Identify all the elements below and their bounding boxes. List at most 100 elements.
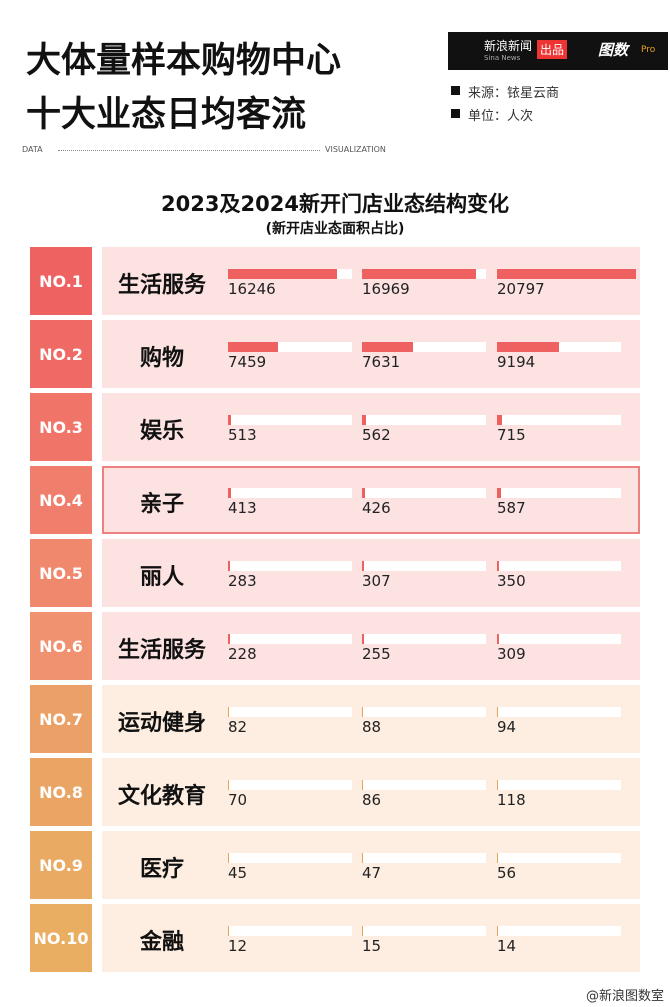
value-label: 426: [362, 499, 391, 517]
source: 来源：铱星云商: [468, 86, 560, 101]
value-label: 16246: [228, 280, 276, 298]
value-label: 16969: [362, 280, 410, 298]
rank-box: NO.7: [30, 685, 92, 753]
value-label: 88: [362, 718, 382, 736]
brand: 新浪新闻: [484, 39, 533, 53]
logo: 图数: [598, 41, 629, 59]
title-line: 十大业态日均客流: [26, 95, 307, 135]
category-label: 文化教育: [117, 784, 206, 809]
bar-track: [362, 415, 486, 425]
value-label: 15: [362, 937, 382, 955]
bar-track: [497, 561, 621, 571]
bar-track: [362, 561, 486, 571]
row: [102, 466, 640, 534]
bar: [362, 488, 365, 498]
bar-track: [362, 780, 486, 790]
row: [102, 320, 640, 388]
value-label: 283: [228, 572, 257, 590]
produced: 出品: [537, 40, 568, 59]
logo-tag: Pro: [641, 45, 656, 55]
bar-track: [228, 926, 352, 936]
rank-box: NO.1: [30, 247, 92, 315]
bar: [497, 269, 637, 279]
bar-track: [497, 780, 621, 790]
bar: [362, 561, 365, 571]
bar-track: [362, 707, 486, 717]
rule: [58, 150, 320, 151]
value-label: 413: [228, 499, 257, 517]
rank-box: NO.5: [30, 539, 92, 607]
right-tag: VISUALIZATION: [325, 145, 386, 154]
bar: [228, 634, 230, 644]
bar-track: [497, 634, 621, 644]
category-label: 亲子: [139, 492, 184, 517]
bar-track: [228, 707, 352, 717]
bar-track: [228, 780, 352, 790]
value-label: 82: [228, 718, 248, 736]
bar-track: [497, 707, 621, 717]
chart-title: 2023及2024新开门店业态结构变化: [161, 192, 509, 216]
bar: [497, 488, 501, 498]
value-label: 255: [362, 645, 391, 663]
row: [102, 539, 640, 607]
value-label: 56: [497, 864, 517, 882]
value-label: 562: [362, 426, 391, 444]
brand-en: Sina News: [484, 54, 521, 62]
category-label: 金融: [139, 930, 184, 955]
title-line: 大体量样本购物中心: [26, 41, 342, 81]
category-label: 运动健身: [117, 711, 206, 736]
rank-box: NO.3: [30, 393, 92, 461]
bar-track: [362, 853, 486, 863]
bar-track: [362, 926, 486, 936]
bar: [362, 780, 363, 790]
bar-track: [228, 415, 352, 425]
rank-box: NO.4: [30, 466, 92, 534]
bar-track: [228, 561, 352, 571]
bar: [228, 561, 230, 571]
bar-track: [497, 853, 621, 863]
row: [102, 247, 640, 315]
value-label: 12: [228, 937, 248, 955]
value-label: 94: [497, 718, 517, 736]
bar: [497, 634, 500, 644]
value-label: 86: [362, 791, 382, 809]
bar: [362, 415, 366, 425]
value-label: 45: [228, 864, 248, 882]
bar-track: [228, 853, 352, 863]
bar: [228, 488, 231, 498]
row: [102, 612, 640, 680]
bar-track: [228, 488, 352, 498]
bar: [497, 415, 502, 425]
bar: [497, 780, 498, 790]
category-label: 丽人: [139, 565, 184, 590]
category-label: 医疗: [139, 857, 184, 882]
value-label: 309: [497, 645, 526, 663]
chart-subtitle: (新开店业态面积占比): [265, 221, 405, 237]
left-tag: DATA: [22, 145, 43, 154]
value-label: 228: [228, 645, 257, 663]
bar-track: [228, 342, 352, 352]
value-label: 20797: [497, 280, 545, 298]
bar-track: [497, 926, 621, 936]
bar: [228, 269, 337, 279]
unit: 单位：人次: [468, 109, 534, 124]
value-label: 307: [362, 572, 391, 590]
rank-box: NO.9: [30, 831, 92, 899]
category-label: 生活服务: [117, 638, 206, 663]
value-label: 715: [497, 426, 526, 444]
bullet: [451, 109, 460, 118]
row: [102, 904, 640, 972]
bar-track: [228, 634, 352, 644]
bar-track: [362, 488, 486, 498]
bar: [228, 707, 229, 717]
bar-track: [362, 634, 486, 644]
value-label: 47: [362, 864, 382, 882]
bar: [497, 707, 498, 717]
row: [102, 831, 640, 899]
bar: [362, 269, 476, 279]
rank-box: NO.2: [30, 320, 92, 388]
bar: [228, 415, 232, 425]
value-label: 350: [497, 572, 526, 590]
value-label: 70: [228, 791, 248, 809]
